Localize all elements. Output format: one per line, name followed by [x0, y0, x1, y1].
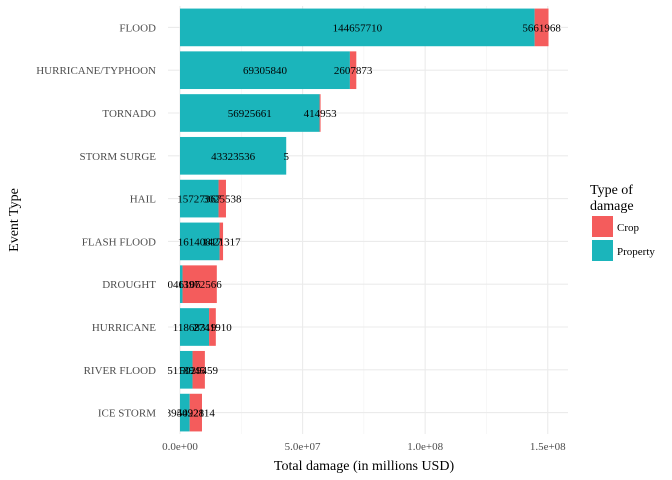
y-tick-label: HAIL — [130, 194, 157, 206]
x-tick-label: 1.5e+08 — [530, 441, 566, 453]
bar-property — [180, 179, 219, 218]
bar-crop — [319, 94, 321, 132]
bar-label-crop: 2607873 — [334, 65, 373, 77]
legend-swatch — [592, 240, 613, 261]
bar-label-property: 56925661 — [228, 108, 272, 120]
x-tick-label: 1.0e+08 — [407, 441, 443, 453]
y-tick-label: HURRICANE/TYPHOON — [36, 65, 156, 77]
bar-label-property: 5118945 — [167, 365, 206, 377]
y-axis-title: Event Type — [7, 188, 22, 252]
bar-property — [180, 8, 535, 47]
bar-label-crop: 3025538 — [203, 194, 242, 206]
y-tick-label: HURRICANE — [92, 322, 156, 334]
bar-label-crop: 5029459 — [179, 365, 218, 377]
y-tick-label: STORM SURGE — [79, 151, 156, 163]
y-tick-label: DROUGHT — [102, 279, 156, 291]
bar-crop — [534, 8, 549, 47]
legend: Type of damage Crop Property — [590, 183, 655, 261]
bar-crop — [218, 179, 226, 218]
bar-crop — [192, 350, 205, 389]
bar-label-crop: 2741910 — [193, 322, 232, 334]
bar-property — [180, 136, 287, 175]
legend-label: Crop — [617, 222, 640, 234]
bar-property — [180, 308, 210, 346]
bar-label-property: 3944928 — [166, 408, 205, 420]
bar-label-crop: 5661968 — [522, 22, 561, 34]
bar-label-property: 15727367 — [177, 194, 222, 206]
x-tick-label: 0.0e+00 — [162, 441, 198, 453]
bar-label-property: 11868319 — [173, 322, 217, 334]
legend-label: Property — [617, 246, 655, 258]
bar-label-property: 1046106 — [162, 279, 201, 291]
y-tick-label: TORNADO — [102, 108, 156, 120]
bar-label-crop: 414953 — [304, 108, 338, 120]
bar-crop — [182, 265, 217, 304]
x-axis-title: Total damage (in millions USD) — [274, 459, 455, 474]
bar-label-property: 43323536 — [211, 151, 256, 163]
bar-label-property: 144657710 — [333, 22, 383, 34]
bar-property — [180, 51, 350, 90]
bar-property — [180, 222, 220, 261]
y-tick-label: ICE STORM — [98, 408, 156, 420]
bars — [180, 8, 549, 432]
y-tick-labels: FLOOD HURRICANE/TYPHOON TORNADO STORM SURGE… — [36, 22, 156, 419]
bar-label-crop: 5 — [283, 151, 289, 163]
y-tick-label: FLASH FLOOD — [82, 236, 156, 248]
bar-label-crop: 5022114 — [177, 408, 216, 420]
bar-label-crop: 13972566 — [178, 279, 223, 291]
bar-label-property: 16140817 — [178, 236, 223, 248]
legend-swatch — [592, 216, 613, 237]
bar-label-property: 69305840 — [243, 65, 288, 77]
y-tick-label: FLOOD — [119, 22, 156, 34]
bar-property — [180, 393, 190, 432]
bar-property — [180, 265, 183, 304]
legend-title: Type of damage — [590, 183, 636, 214]
bar-property — [180, 94, 320, 132]
bar-crop — [349, 51, 357, 90]
x-tick-labels: 0.0e+00 5.0e+07 1.0e+08 1.5e+08 — [162, 441, 566, 453]
y-tick-label: RIVER FLOOD — [84, 365, 156, 377]
bar-crop — [219, 222, 224, 261]
bar-crop — [189, 393, 202, 432]
bar-label-crop: 1421317 — [202, 236, 241, 248]
bar-crop — [209, 308, 216, 346]
bar-labels: 144657710 5661968 69305840 2607873 56925661 4… — [162, 22, 561, 420]
bar-property — [180, 350, 193, 389]
x-tick-label: 5.0e+07 — [285, 441, 321, 453]
